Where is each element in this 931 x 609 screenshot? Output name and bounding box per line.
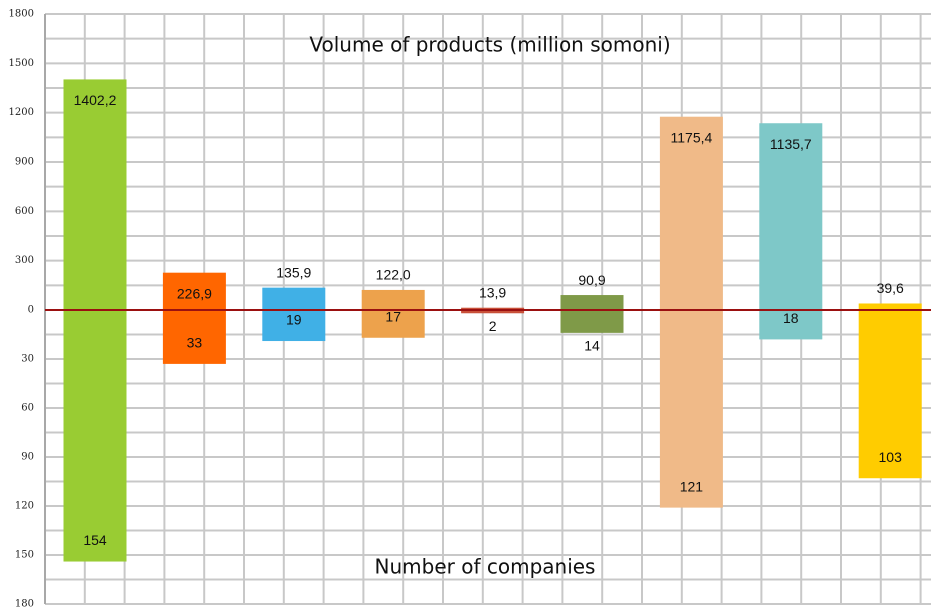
data-label: 226,9 [177,285,212,301]
bar-companies [162,310,226,364]
data-label: 121 [680,478,704,494]
y2-tick-label: 180 [15,599,34,609]
data-label: 1175,4 [671,129,713,145]
data-label: 19 [286,312,302,328]
bar-companies [659,310,723,508]
data-label: 17 [385,308,401,324]
bar-volume [162,272,226,310]
data-label: 1402,2 [74,92,117,108]
bar-companies [63,310,127,562]
bars: 1402,2 154 226,9 33 135,9 19 122,0 17 13,9 2 90,9 1… [63,79,922,562]
bar-volume [361,289,425,310]
data-label: 14 [584,338,600,354]
bar-volume [858,303,922,310]
y2-tick-label: 120 [15,501,34,512]
y-tick-label: 300 [15,255,34,266]
bar-companies [262,310,326,342]
data-label: 90,9 [578,272,605,288]
bar-companies [759,310,823,340]
data-label: 103 [879,449,903,465]
data-label: 135,9 [276,264,311,280]
bar-companies [560,310,624,333]
bar-companies [461,310,525,314]
y2-tick-label: 150 [15,550,34,561]
data-label: 1135,7 [770,136,812,152]
data-label: 2 [489,318,497,334]
bar-volume [759,123,823,310]
bar-volume [262,287,326,310]
bar-companies [858,310,922,479]
series-title: Volume of products (million somoni) [309,33,670,57]
series-title: Number of companies [375,555,596,579]
bar-companies [361,310,425,338]
y-tick-label: 1200 [9,107,34,118]
y2-tick-label: 90 [21,452,34,463]
y-tick-label: 600 [15,206,34,217]
data-label: 122,0 [376,267,411,283]
y2-tick-label: 60 [21,403,34,414]
bar-volume [560,295,624,310]
bar-volume [659,116,723,310]
data-label: 39,6 [877,280,904,296]
bar-volume [63,79,127,310]
y-tick-label: 900 [15,157,34,168]
y-tick-label: 1800 [9,9,34,20]
y2-tick-label: 30 [21,354,34,365]
data-label: 13,9 [479,284,506,300]
data-label: 33 [187,335,203,351]
y-tick-label: 0 [28,305,34,316]
data-label: 18 [783,310,799,326]
bar-volume [461,307,525,310]
data-label: 154 [83,532,107,548]
y-tick-label: 1500 [9,58,34,69]
